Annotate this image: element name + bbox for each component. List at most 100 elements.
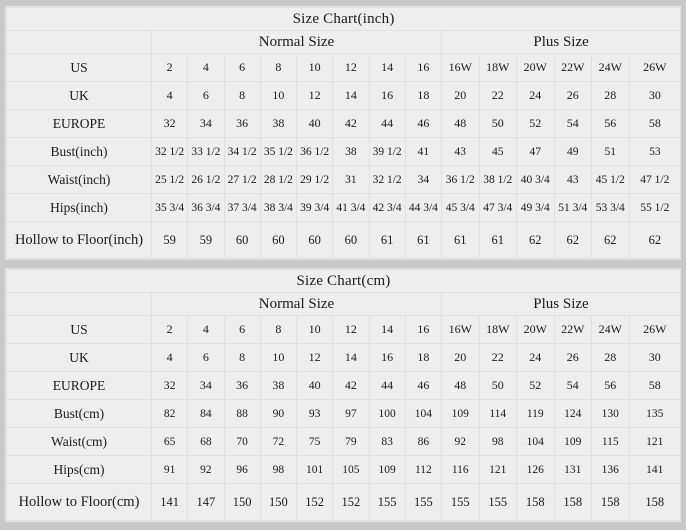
table-cell: 14 — [368, 53, 406, 82]
table-cell: 98 — [259, 455, 298, 484]
table-cell: 38 — [259, 109, 298, 138]
table-cell: 14 — [332, 81, 370, 110]
table-cell: 16 — [404, 315, 443, 344]
table-cell: 14 — [332, 343, 370, 372]
table-cell: 18 — [404, 343, 443, 372]
table-cell: 104 — [516, 427, 555, 456]
table-cell: 155 — [441, 483, 480, 521]
table-cell: 105 — [332, 455, 370, 484]
table-cell: 12 — [295, 81, 334, 110]
table-cell: 42 3/4 — [368, 193, 406, 222]
table-cell: 115 — [591, 427, 630, 456]
table-cell: 112 — [404, 455, 443, 484]
table-cell: 121 — [478, 455, 517, 484]
table-cell: 60 — [295, 221, 334, 259]
table-cell: 30 — [628, 343, 681, 372]
table-cell: 51 — [591, 137, 630, 166]
table-cell: 28 1/2 — [259, 165, 298, 194]
table-cell: 35 3/4 — [150, 193, 189, 222]
table-cell: 6 — [187, 343, 225, 372]
table-cell: 93 — [295, 399, 334, 428]
table-cell: 60 — [223, 221, 261, 259]
table-cell: 43 — [553, 165, 592, 194]
table-cell: 90 — [259, 399, 298, 428]
table-row: Bust(cm) 82 84 88 90 93 97 100 104 109 114 119 124 13… — [6, 399, 681, 428]
table-cell: 150 — [223, 483, 261, 521]
table-cell: 53 3/4 — [591, 193, 630, 222]
table-cell: 25 1/2 — [150, 165, 189, 194]
table-cell: 31 — [332, 165, 370, 194]
table-cell: 55 1/2 — [628, 193, 682, 222]
table-cell: 40 3/4 — [516, 165, 555, 194]
table-cell: 8 — [223, 343, 261, 372]
table-cell: 147 — [187, 483, 225, 521]
row-label: Waist(inch) — [6, 165, 152, 194]
table-cell: 32 1/2 — [150, 137, 189, 166]
chart-title: Size Chart(inch) — [5, 7, 682, 31]
table-cell: 47 — [516, 137, 555, 166]
table-cell: 24 — [516, 343, 555, 372]
table-cell: 16 — [368, 343, 406, 372]
table-cell: 109 — [441, 399, 480, 428]
table-cell: 4 — [150, 343, 189, 372]
table-cell: 48 — [441, 109, 480, 138]
table-cell: 86 — [404, 427, 443, 456]
table-cell: 62 — [553, 221, 592, 259]
table-cell: 54 — [553, 109, 592, 138]
table-cell: 16W — [441, 315, 480, 344]
row-label: US — [6, 315, 152, 344]
table-cell: 36 1/2 — [295, 137, 334, 166]
table-cell: 33 1/2 — [187, 137, 225, 166]
table-cell: 61 — [441, 221, 480, 259]
table-cell: 4 — [187, 315, 225, 344]
table-cell: 61 — [478, 221, 517, 259]
table-cell: 52 — [516, 109, 555, 138]
table-cell: 34 1/2 — [223, 137, 261, 166]
table-row: Waist(inch) 25 1/2 26 1/2 27 1/2 28 1/2 29 1/… — [6, 165, 682, 194]
table-cell: 92 — [187, 455, 225, 484]
table-cell: 75 — [295, 427, 334, 456]
table-cell: 32 1/2 — [368, 165, 406, 194]
table-cell: 26 1/2 — [187, 165, 225, 194]
row-label: EUROPE — [6, 109, 152, 138]
section-header-plus-size: Plus Size — [440, 30, 682, 54]
table-cell: 100 — [368, 399, 406, 428]
table-cell: 44 — [368, 371, 406, 400]
table-cell: 24W — [591, 315, 630, 344]
table-cell: 18W — [478, 315, 517, 344]
table-cell: 43 — [441, 137, 480, 166]
table-cell: 126 — [516, 455, 555, 484]
table-cell: 130 — [591, 399, 630, 428]
table-cell: 46 — [404, 371, 443, 400]
table-cell: 40 — [295, 371, 334, 400]
table-cell: 155 — [404, 483, 443, 521]
table-cell: 61 — [404, 221, 443, 259]
table-cell: 84 — [187, 399, 225, 428]
section-header-plus-size: Plus Size — [441, 292, 681, 316]
table-cell: 10 — [295, 53, 334, 82]
table-cell: 45 3/4 — [441, 193, 480, 222]
table-cell: 124 — [553, 399, 592, 428]
table-cell: 88 — [223, 399, 261, 428]
table-cell: 101 — [295, 455, 334, 484]
table-cell: 26 — [553, 343, 592, 372]
table-cell: 37 3/4 — [223, 193, 261, 222]
table-row: UK 4 6 8 10 12 14 16 18 20 22 24 26 28 30 — [6, 343, 681, 372]
size-chart-block: Size Chart(cm) Normal Size Plus Size US 2 4 6 8… — [5, 268, 681, 522]
table-cell: 39 1/2 — [368, 137, 406, 166]
table-cell: 135 — [628, 399, 681, 428]
table-cell: 60 — [259, 221, 298, 259]
table-cell: 116 — [441, 455, 480, 484]
table-cell: 44 3/4 — [404, 193, 443, 222]
table-cell: 109 — [553, 427, 592, 456]
table-cell: 26W — [628, 315, 681, 344]
table-cell: 42 — [332, 371, 370, 400]
table-cell: 28 — [591, 343, 630, 372]
table-cell: 44 — [368, 109, 406, 138]
table-cell: 52 — [516, 371, 555, 400]
table-cell: 30 — [628, 81, 682, 110]
table-cell: 34 — [187, 371, 225, 400]
table-cell: 49 3/4 — [516, 193, 555, 222]
table-cell: 48 — [441, 371, 480, 400]
table-cell: 18W — [478, 53, 517, 82]
